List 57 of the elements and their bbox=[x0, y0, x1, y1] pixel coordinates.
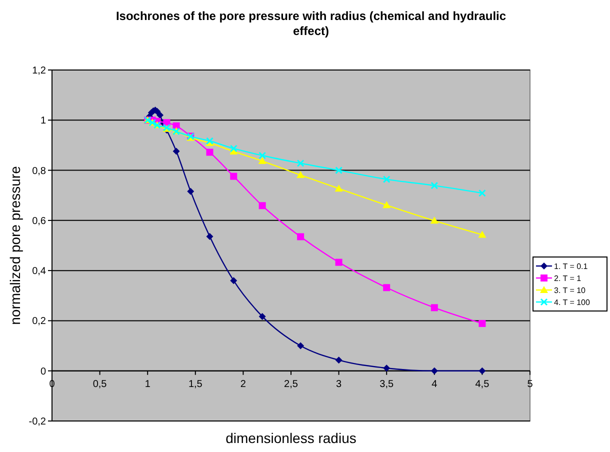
legend-label: 1. T = 0.1 bbox=[554, 262, 588, 271]
x-tick-label: 0,5 bbox=[92, 378, 108, 390]
point bbox=[335, 258, 342, 266]
point bbox=[297, 233, 304, 240]
y-tick-label: 0,8 bbox=[32, 166, 46, 177]
point bbox=[383, 364, 390, 372]
x-tick-label: 3 bbox=[336, 378, 342, 390]
point bbox=[430, 304, 438, 312]
x-tick-label: 5 bbox=[527, 378, 534, 390]
legend-label: 2. T = 1 bbox=[554, 274, 582, 283]
point bbox=[478, 230, 486, 238]
x-tick-label: 1,5 bbox=[188, 378, 203, 390]
y-tick-label: 0,2 bbox=[32, 316, 46, 328]
point bbox=[206, 148, 214, 156]
point bbox=[258, 202, 266, 210]
y-tick-label: 1 bbox=[40, 116, 46, 127]
legend-label: 4. T = 100 bbox=[554, 298, 591, 307]
x-tick-label: 3,5 bbox=[380, 378, 394, 390]
point bbox=[230, 172, 238, 180]
point bbox=[382, 201, 391, 208]
point bbox=[296, 160, 304, 168]
point bbox=[430, 182, 438, 190]
legend-label: 3. T = 10 bbox=[554, 286, 586, 295]
point bbox=[478, 367, 486, 374]
point bbox=[258, 312, 266, 320]
point bbox=[382, 176, 390, 184]
point bbox=[334, 184, 343, 192]
point bbox=[430, 216, 438, 224]
point bbox=[335, 166, 343, 174]
x-tick-label: 4,5 bbox=[475, 378, 490, 390]
point bbox=[430, 367, 438, 374]
y-axis-title: normalized pore pressure bbox=[7, 166, 23, 325]
point bbox=[206, 232, 214, 240]
point bbox=[187, 188, 194, 195]
point bbox=[478, 320, 486, 327]
x-tick-label: 1 bbox=[144, 378, 151, 390]
point bbox=[230, 277, 238, 284]
chart-title: Isochrones of the pore pressure with radius (chemical and hydraulic effect) bbox=[116, 9, 506, 38]
point bbox=[258, 152, 266, 160]
point bbox=[156, 112, 164, 119]
point bbox=[258, 157, 266, 164]
y-tick-label: 0 bbox=[40, 366, 46, 378]
x-tick-label: 2 bbox=[240, 378, 246, 390]
x-axis-title: dimensionless radius bbox=[226, 430, 356, 446]
point bbox=[172, 148, 180, 155]
y-tick-label: 0,6 bbox=[32, 216, 46, 227]
x-tick-label: 4 bbox=[432, 378, 438, 390]
x-tick-label: 2,5 bbox=[284, 378, 298, 390]
point bbox=[383, 284, 390, 292]
y-tick-label: -0,2 bbox=[28, 416, 46, 428]
point bbox=[297, 342, 304, 350]
point bbox=[335, 356, 342, 364]
y-tick-label: 0,4 bbox=[32, 266, 46, 278]
y-tick-label: 1,2 bbox=[32, 66, 46, 76]
point bbox=[230, 144, 238, 152]
point bbox=[478, 189, 486, 197]
point bbox=[296, 171, 305, 178]
